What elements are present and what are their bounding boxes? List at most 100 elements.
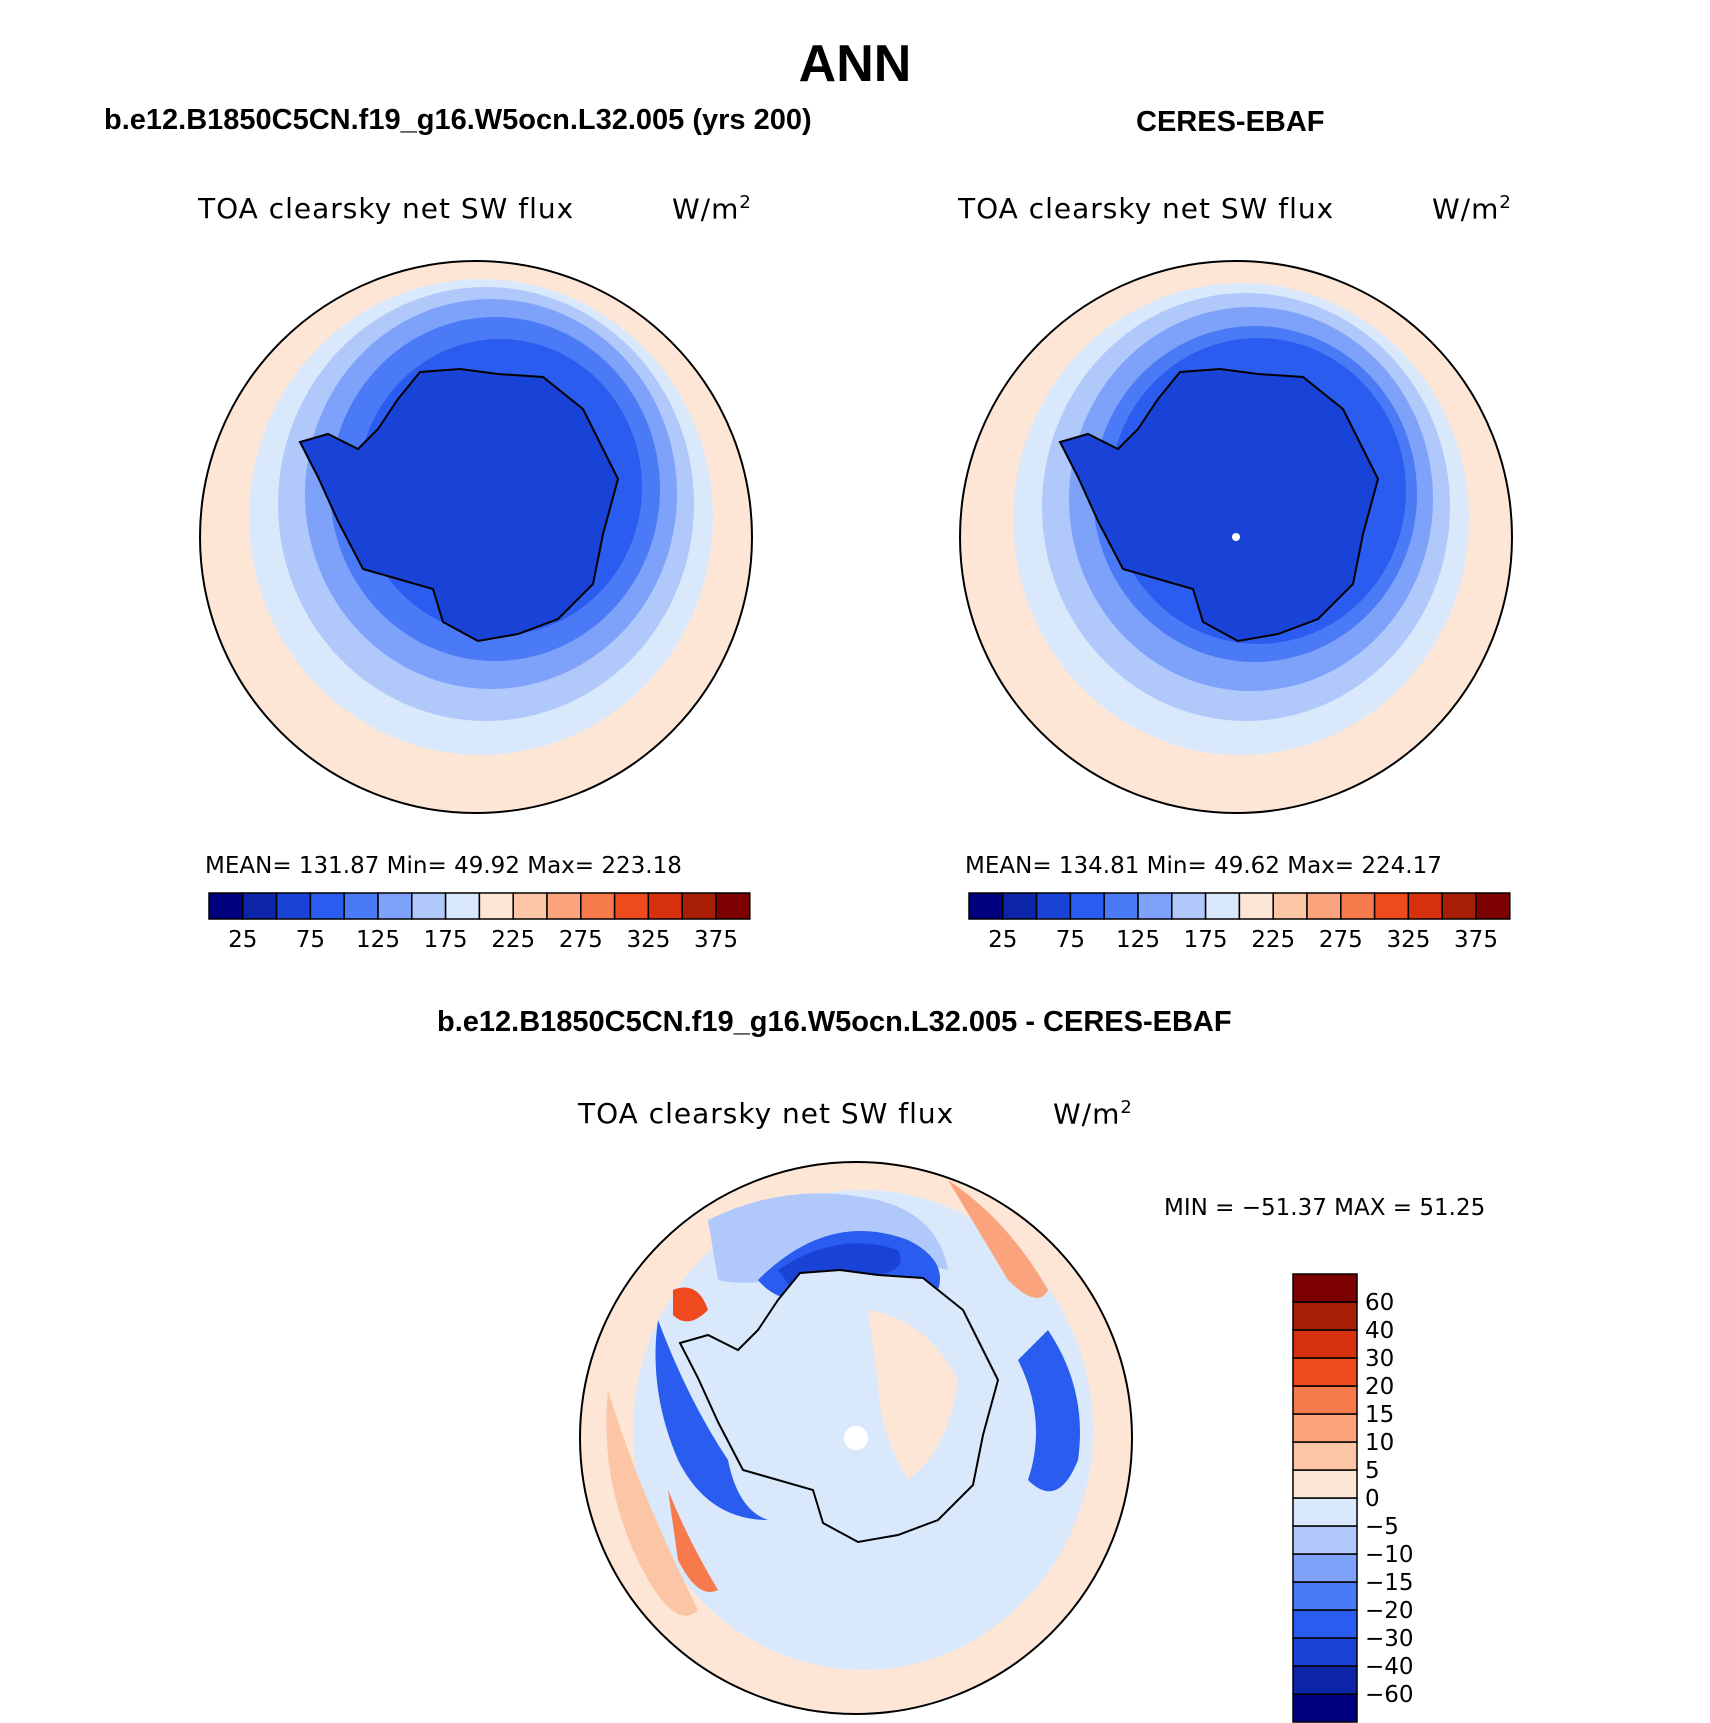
panel1-variable: TOA clearsky net SW flux (198, 192, 575, 225)
panel1-colorbar-label: 275 (559, 927, 603, 953)
panel3-colorbar-swatch (1292, 1385, 1358, 1415)
panel3-colorbar-swatch (1292, 1609, 1358, 1639)
panel2-colorbar-label: 75 (1056, 927, 1085, 953)
panel1-title: b.e12.B1850C5CN.f19_g16.W5ocn.L32.005 (y… (104, 104, 812, 136)
panel2-map-border (959, 260, 1513, 814)
panel3-colorbar-swatch (1292, 1273, 1358, 1303)
panel1-colorbar-swatch (613, 892, 650, 920)
panel2-colorbar-swatch (1238, 892, 1274, 920)
panel2-colorbar-swatch (1204, 892, 1241, 920)
panel3-stats: MIN = −51.37 MAX = 51.25 (1164, 1195, 1486, 1221)
panel3-patch-pos30-peninsula (673, 1287, 708, 1322)
panel3-patch-neg30-west (655, 1320, 768, 1520)
panel3-colorbar-swatch (1292, 1329, 1358, 1359)
panel3-colorbar-swatch (1292, 1693, 1358, 1723)
panel1-stats: MEAN= 131.87 Min= 49.92 Max= 223.18 (205, 853, 682, 879)
panel3-patch-pos10-west (606, 1390, 698, 1616)
panel2-colorbar-label: 375 (1454, 927, 1498, 953)
season-title: ANN (798, 35, 912, 93)
panel1-colorbar-swatch (478, 892, 514, 920)
panel1-colorbar-label: 125 (356, 927, 400, 953)
panel3-map-border (579, 1161, 1133, 1715)
panel2-colorbar-swatch (1171, 892, 1207, 920)
panel2-units: W/m2 (1432, 192, 1512, 226)
panel2-colorbar-swatch (1407, 892, 1443, 920)
panel1-colorbar-swatch (242, 892, 278, 920)
panel3-units: W/m2 (1053, 1097, 1133, 1131)
panel3-map (579, 1161, 1133, 1715)
panel1-colorbar-label: 175 (424, 927, 468, 953)
panel3-patch-pos5-interior (868, 1310, 958, 1480)
panel2-title: CERES-EBAF (1136, 106, 1325, 138)
panel1-colorbar-swatch (546, 892, 582, 920)
panel3-colorbar-label: 30 (1365, 1346, 1394, 1372)
panel2-colorbar-swatch (1137, 892, 1173, 920)
panel2-pole-hole (1232, 533, 1240, 541)
panel3-colorbar-label: −15 (1365, 1570, 1414, 1596)
panel3-patch-pos15-ne (948, 1180, 1048, 1298)
panel3-colorbar-label: 0 (1365, 1486, 1380, 1512)
panel3-colorbar-label: −5 (1365, 1514, 1399, 1540)
panel1-units: W/m2 (672, 192, 752, 226)
panel2-colorbar-swatch (1373, 892, 1410, 920)
panel3-title: b.e12.B1850C5CN.f19_g16.W5ocn.L32.005 - … (437, 1006, 1232, 1038)
panel1-colorbar-label: 225 (491, 927, 535, 953)
panel3-variable: TOA clearsky net SW flux (578, 1097, 955, 1130)
panel3-colorbar-swatch (1292, 1469, 1358, 1499)
panel2-colorbar-label: 275 (1319, 927, 1363, 953)
panel1-colorbar-label: 375 (694, 927, 738, 953)
panel2-colorbar-swatch (1002, 892, 1038, 920)
panel2-colorbar-label: 325 (1386, 927, 1430, 953)
panel3-colorbar-swatch (1292, 1357, 1358, 1387)
panel2-antarctica (1058, 367, 1380, 643)
panel2-stats: MEAN= 134.81 Min= 49.62 Max= 224.17 (965, 853, 1442, 879)
panel2-colorbar-swatch (1272, 892, 1308, 920)
panel1-colorbar-swatch (647, 892, 683, 920)
panel2-map (959, 260, 1513, 814)
panel1-colorbar-swatch (208, 892, 244, 920)
panel3-colorbar-swatch (1292, 1581, 1358, 1611)
panel1-colorbar-label: 75 (296, 927, 325, 953)
panel3-colorbar-swatch (1292, 1413, 1358, 1443)
panel3-patch-pos20-west (668, 1490, 718, 1592)
panel1-colorbar: 25 75 125 175 225 275 325 375 (208, 892, 751, 953)
panel3-colorbar-swatch (1292, 1525, 1358, 1555)
panel1-colorbar-swatch (444, 892, 481, 920)
panel2-colorbar-swatch (1035, 892, 1072, 920)
panel3-colorbar-label: −10 (1365, 1542, 1414, 1568)
panel2-colorbar-swatch (1340, 892, 1376, 920)
panel1-map (199, 260, 753, 814)
panel2-colorbar: 25 75 125 175 225 275 325 375 (968, 892, 1511, 953)
panel2-colorbar-swatch (1441, 892, 1477, 920)
panel1-colorbar-swatch (275, 892, 312, 920)
panel3-pole-hole (844, 1426, 868, 1450)
panel3-colorbar-swatch (1292, 1665, 1358, 1695)
panel2-colorbar-label: 225 (1251, 927, 1295, 953)
panel1-colorbar-swatch (377, 892, 413, 920)
panel2-colorbar-swatch (1475, 892, 1511, 920)
panel3-colorbar-label: 40 (1365, 1318, 1394, 1344)
panel3-colorbar-label: −20 (1365, 1598, 1414, 1624)
panel1-colorbar-swatch (411, 892, 447, 920)
panel3-colorbar-swatch (1292, 1441, 1358, 1471)
panel1-antarctica (298, 367, 620, 643)
panel2-colorbar-label: 175 (1184, 927, 1228, 953)
panel2-colorbar-label: 125 (1116, 927, 1160, 953)
panel2-colorbar-swatch (968, 892, 1004, 920)
panel3-colorbar-label: 5 (1365, 1458, 1380, 1484)
panel1-colorbar-swatch (715, 892, 751, 920)
panel2-colorbar-swatch (1103, 892, 1139, 920)
panel2-colorbar-swatch (1069, 892, 1105, 920)
panel2-colorbar-label: 25 (988, 927, 1017, 953)
panel3-colorbar-label: 20 (1365, 1374, 1394, 1400)
panel3-colorbar-label: −30 (1365, 1626, 1414, 1652)
panel3-colorbar-label: −40 (1365, 1654, 1414, 1680)
panel1-colorbar-swatch (343, 892, 379, 920)
panel2-variable: TOA clearsky net SW flux (958, 192, 1335, 225)
panel3-colorbar-swatch (1292, 1301, 1358, 1331)
panel3-colorbar-label: 60 (1365, 1290, 1394, 1316)
panel1-colorbar-swatch (309, 892, 345, 920)
panel1-colorbar-swatch (681, 892, 717, 920)
panel3-colorbar-label: 10 (1365, 1430, 1394, 1456)
